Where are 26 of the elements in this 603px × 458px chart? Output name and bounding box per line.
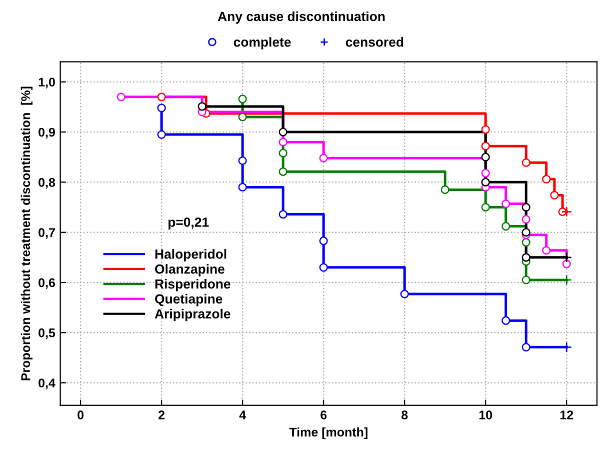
x-tick-label: 0 (78, 410, 84, 420)
x-tick-label: 12 (560, 410, 574, 420)
legend-label: Quetiapine (155, 294, 222, 306)
y-tick-label: 0,8 (38, 178, 56, 189)
legend-label: Aripiprazole (154, 308, 230, 322)
x-tick-label: 6 (320, 410, 327, 420)
legend-label: Olanzapine (155, 264, 224, 276)
x-tick-label: 8 (402, 410, 408, 420)
x-axis-title: Time [month] (289, 427, 368, 440)
y-tick-label: 0,7 (38, 228, 55, 239)
legend-label: Haloperidol (155, 249, 226, 262)
legend-label: Risperidone (155, 278, 230, 292)
x-tick-label: 10 (479, 410, 492, 420)
y-tick-label: 0,4 (38, 378, 56, 390)
y-tick-label: 1,0 (38, 78, 55, 88)
x-tick-label: 4 (239, 410, 246, 420)
y-axis-title: Proportion without treatment discontinuation [%] (20, 86, 33, 380)
point (561, 206, 572, 218)
chart-title: Any cause discontinuation (218, 11, 385, 24)
legend-label: complete (234, 37, 291, 50)
y-tick-label: 0,6 (38, 278, 55, 289)
x-tick-label: 2 (158, 410, 165, 420)
y-tick-label: 0,5 (38, 328, 56, 340)
annotation: p=0,21 (168, 217, 209, 230)
legend-label: censored (346, 37, 404, 47)
y-tick-label: 0,9 (38, 128, 55, 138)
